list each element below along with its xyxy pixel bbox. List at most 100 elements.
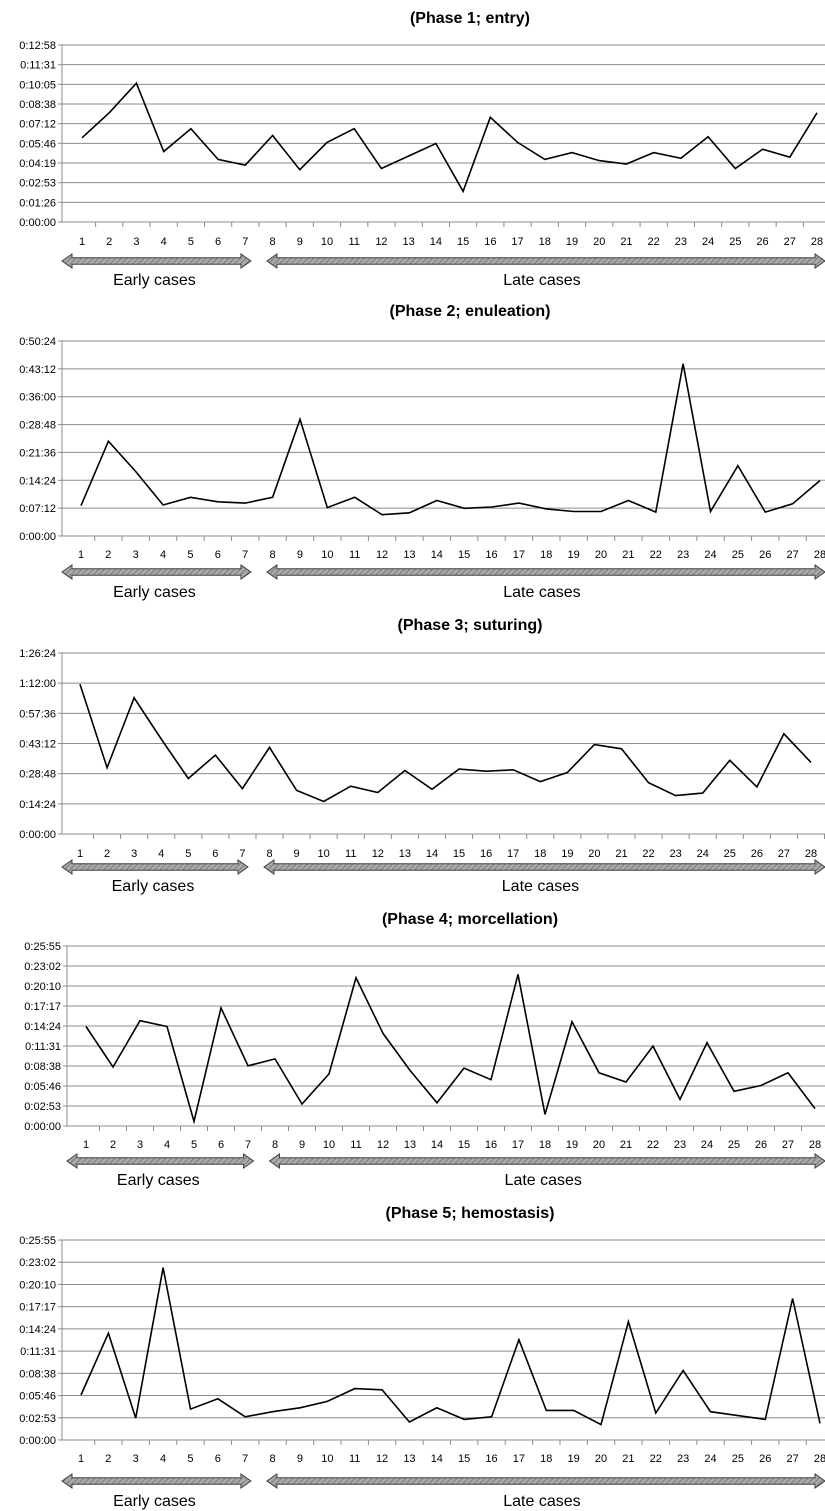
x-tick-label: 12 (372, 848, 384, 860)
y-tick-label: 0:00:00 (19, 829, 56, 841)
x-tick-label: 6 (218, 1139, 224, 1151)
x-tick-label: 5 (187, 549, 193, 561)
late-cases-arrow (268, 1153, 825, 1169)
y-tick-label: 0:01:26 (19, 197, 56, 209)
x-tick-label: 20 (588, 848, 600, 860)
x-tick-label: 23 (677, 549, 689, 561)
y-tick-label: 0:14:24 (19, 799, 56, 811)
y-tick-label: 0:20:10 (24, 981, 61, 993)
x-tick-label: 25 (724, 848, 736, 860)
y-tick-label: 0:25:55 (19, 1235, 56, 1247)
x-tick-label: 6 (215, 1453, 221, 1465)
y-tick-label: 0:14:24 (19, 1324, 56, 1336)
x-tick-label: 27 (784, 236, 796, 248)
x-tick-label: 17 (511, 236, 523, 248)
x-tick-label: 4 (161, 236, 167, 248)
x-tick-label: 19 (566, 1139, 578, 1151)
x-tick-label: 25 (728, 1139, 740, 1151)
x-tick-label: 5 (187, 1453, 193, 1465)
early-cases-arrow (61, 859, 249, 875)
x-tick-label: 27 (778, 848, 790, 860)
early-cases-label: Early cases (113, 584, 196, 601)
x-tick-label: 8 (269, 236, 275, 248)
x-tick-label: 9 (297, 1453, 303, 1465)
early-cases-label: Early cases (112, 878, 195, 895)
x-tick-label: 10 (318, 848, 330, 860)
chart-title: (Phase 3; suturing) (398, 617, 543, 634)
y-tick-label: 0:05:46 (24, 1081, 61, 1093)
x-tick-label: 4 (160, 1453, 166, 1465)
x-tick-label: 2 (105, 1453, 111, 1465)
x-tick-label: 6 (215, 549, 221, 561)
x-tick-label: 8 (270, 1453, 276, 1465)
x-tick-label: 4 (158, 848, 164, 860)
x-tick-label: 14 (430, 236, 442, 248)
x-tick-label: 10 (321, 236, 333, 248)
x-tick-label: 26 (751, 848, 763, 860)
y-tick-label: 0:23:02 (19, 1257, 56, 1269)
x-tick-label: 28 (805, 848, 817, 860)
x-tick-label: 9 (294, 848, 300, 860)
y-tick-label: 0:14:24 (24, 1021, 61, 1033)
early-cases-arrow (61, 1473, 252, 1489)
x-tick-label: 11 (349, 549, 360, 561)
x-tick-label: 2 (105, 549, 111, 561)
x-tick-label: 14 (431, 549, 443, 561)
x-tick-label: 25 (732, 1453, 744, 1465)
x-tick-label: 9 (297, 236, 303, 248)
x-tick-label: 3 (133, 549, 139, 561)
x-tick-label: 23 (675, 236, 687, 248)
x-tick-label: 14 (431, 1453, 443, 1465)
y-tick-label: 0:05:46 (19, 1391, 56, 1403)
x-tick-label: 16 (485, 549, 497, 561)
x-tick-label: 5 (185, 848, 191, 860)
chart-title: (Phase 1; entry) (410, 10, 530, 27)
x-tick-label: 26 (759, 1453, 771, 1465)
x-tick-label: 22 (642, 848, 654, 860)
x-tick-label: 17 (513, 1453, 525, 1465)
x-tick-label: 15 (458, 549, 470, 561)
x-tick-label: 11 (350, 1139, 361, 1151)
x-tick-label: 12 (375, 236, 387, 248)
x-tick-label: 28 (811, 236, 823, 248)
late-cases-arrow (263, 859, 825, 875)
y-tick-label: 0:28:48 (19, 420, 56, 432)
y-tick-label: 0:11:31 (20, 1346, 56, 1358)
x-tick-label: 18 (539, 236, 551, 248)
early-cases-arrow (61, 253, 252, 269)
x-tick-label: 11 (349, 236, 360, 248)
x-tick-label: 4 (160, 549, 166, 561)
x-tick-label: 5 (191, 1139, 197, 1151)
x-tick-label: 9 (299, 1139, 305, 1151)
y-tick-label: 0:14:24 (19, 475, 56, 487)
phase-chart-1: (Phase 1; entry) 0:00:00 0:01:26 0:02:53 0:0… (19, 10, 825, 289)
x-tick-label: 27 (787, 549, 799, 561)
x-tick-label: 27 (787, 1453, 799, 1465)
chart-title: (Phase 4; morcellation) (382, 911, 558, 928)
y-tick-label: 0:08:38 (19, 99, 56, 111)
early-cases-label: Early cases (113, 1493, 196, 1510)
x-tick-label: 7 (242, 236, 248, 248)
x-tick-label: 19 (568, 1453, 580, 1465)
x-tick-label: 28 (809, 1139, 821, 1151)
x-tick-label: 10 (323, 1139, 335, 1151)
x-tick-label: 13 (403, 236, 415, 248)
x-tick-label: 5 (188, 236, 194, 248)
early-cases-arrow (66, 1153, 255, 1169)
x-tick-label: 1 (79, 236, 85, 248)
x-tick-label: 2 (104, 848, 110, 860)
y-tick-label: 0:50:24 (19, 336, 56, 348)
y-tick-label: 0:11:31 (20, 60, 56, 72)
y-tick-label: 0:12:58 (19, 40, 56, 52)
late-cases-label: Late cases (503, 1493, 580, 1510)
chart-title: (Phase 2; enuleation) (390, 303, 551, 320)
x-tick-label: 16 (485, 1139, 497, 1151)
y-tick-label: 0:02:53 (19, 1413, 56, 1425)
series-line (80, 363, 821, 516)
x-tick-label: 17 (512, 1139, 524, 1151)
y-tick-label: 0:02:53 (24, 1101, 61, 1113)
x-tick-label: 23 (674, 1139, 686, 1151)
x-tick-label: 24 (697, 848, 709, 860)
x-tick-label: 7 (242, 549, 248, 561)
